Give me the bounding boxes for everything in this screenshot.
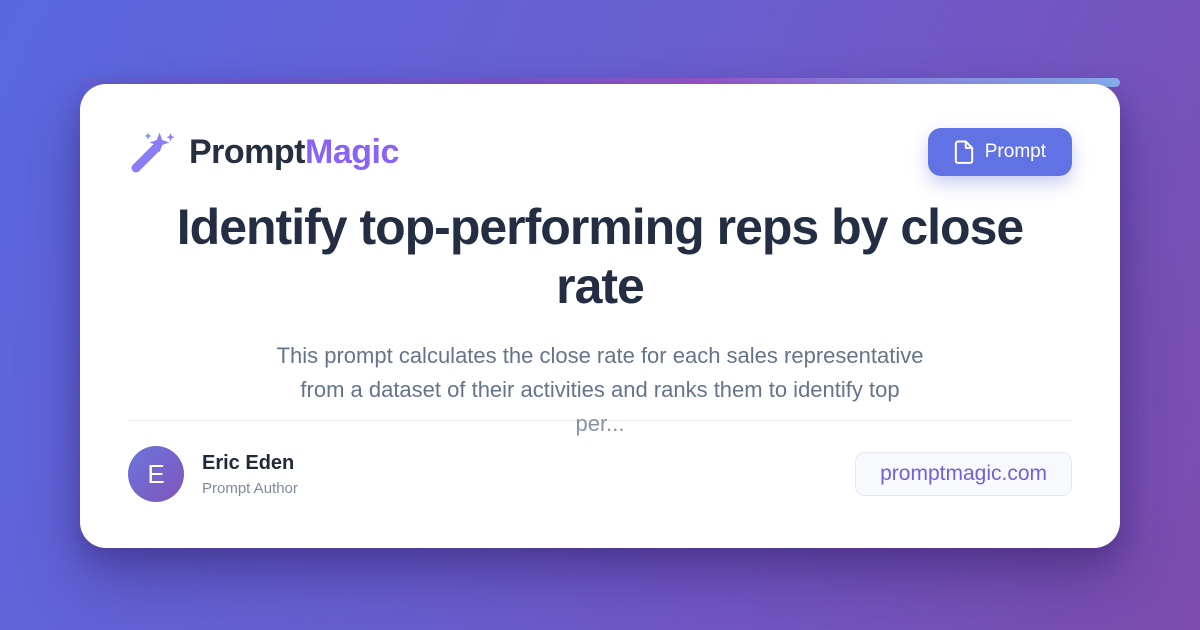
- description-line-truncated: per...: [575, 411, 625, 436]
- avatar-initial: E: [147, 458, 165, 489]
- card-header: PromptMagic Prompt: [128, 128, 1072, 176]
- footer-divider: [128, 420, 1072, 421]
- document-icon: [954, 140, 973, 164]
- title-line-1: Identify top-performing reps by close: [176, 199, 1024, 255]
- site-url-badge[interactable]: promptmagic.com: [855, 452, 1072, 496]
- description-line: This prompt calculates the close rate fo…: [276, 343, 924, 368]
- title-line-2: rate: [556, 257, 645, 314]
- author-avatar: E: [128, 446, 184, 502]
- logo-text-magic: Magic: [305, 132, 399, 171]
- card-footer: E Eric Eden Prompt Author promptmagic.co…: [128, 446, 1072, 502]
- author-meta: Eric Eden Prompt Author: [202, 452, 298, 497]
- logo-text-prompt: Prompt: [189, 132, 306, 171]
- promptmagic-logo[interactable]: PromptMagic: [128, 131, 399, 174]
- author-name: Eric Eden: [202, 451, 295, 474]
- description-line: from a dataset of their activities and r…: [300, 377, 900, 402]
- logo-wordmark: PromptMagic: [189, 133, 399, 172]
- prompt-button-label: Prompt: [984, 141, 1046, 162]
- magic-wand-sparkles-icon: [131, 132, 175, 172]
- prompt-card: PromptMagic Prompt Identify top-performi…: [80, 84, 1120, 548]
- page-title: Identify top-performing reps by close rat…: [128, 198, 1072, 315]
- prompt-button[interactable]: Prompt: [927, 128, 1072, 176]
- prompt-description: This prompt calculates the close rate fo…: [128, 339, 1072, 441]
- author-role: Prompt Author: [202, 479, 298, 497]
- card-accent-bar: [80, 78, 1120, 87]
- author-block: E Eric Eden Prompt Author: [128, 446, 298, 502]
